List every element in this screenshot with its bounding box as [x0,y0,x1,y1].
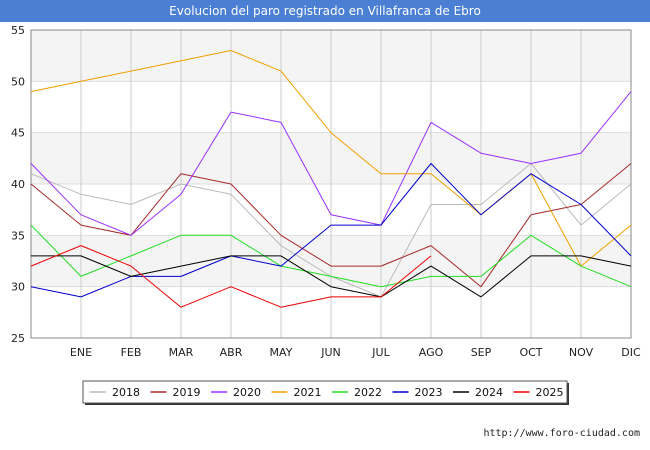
chart-title: Evolucion del paro registrado en Villafr… [0,0,650,22]
legend-label-2018: 2018 [112,386,140,399]
x-tick-label: MAY [270,346,293,359]
legend-label-2024: 2024 [475,386,503,399]
x-tick-label: JUN [320,346,341,359]
legend: 2018 2019 2020 2021 2022 2023 2024 2025 [82,380,569,405]
y-tick-label: 45 [11,127,25,140]
legend-label-2023: 2023 [415,386,443,399]
series-line-2022 [30,224,632,288]
x-axis-ticks: ENE FEB MAR ABR MAY JUN JUL AGO SEP OCT NOV DIC [70,346,641,359]
x-tick-label: ABR [220,346,243,359]
x-tick-label: OCT [519,346,542,359]
series-line-2020 [30,91,632,236]
x-tick-label: FEB [121,346,142,359]
x-tick-label: MAR [169,346,194,359]
legend-label-2022: 2022 [354,386,382,399]
x-tick-label: ENE [70,346,92,359]
source-credit: http://www.foro-ciudad.com [483,428,640,439]
legend-box [82,380,568,404]
legend-label-2019: 2019 [173,386,201,399]
y-axis-ticks: 25 30 35 40 45 50 55 [11,24,25,345]
series-line-2025 [30,245,432,308]
x-tick-label: JUL [371,346,390,359]
legend-label-2025: 2025 [536,386,564,399]
series-line-2024 [31,255,632,298]
x-tick-label: DIC [621,346,641,359]
x-tick-label: AGO [419,346,444,359]
x-tick-label: NOV [569,346,594,359]
y-tick-label: 50 [11,75,25,88]
y-tick-label: 30 [11,281,25,294]
y-tick-label: 25 [11,332,25,345]
legend-label-2021: 2021 [294,386,322,399]
legend-label-2020: 2020 [233,386,261,399]
y-tick-label: 35 [11,229,25,242]
series-layer [30,50,632,308]
x-tick-label: SEP [471,346,492,359]
y-tick-label: 40 [11,178,25,191]
y-tick-label: 55 [11,24,25,37]
